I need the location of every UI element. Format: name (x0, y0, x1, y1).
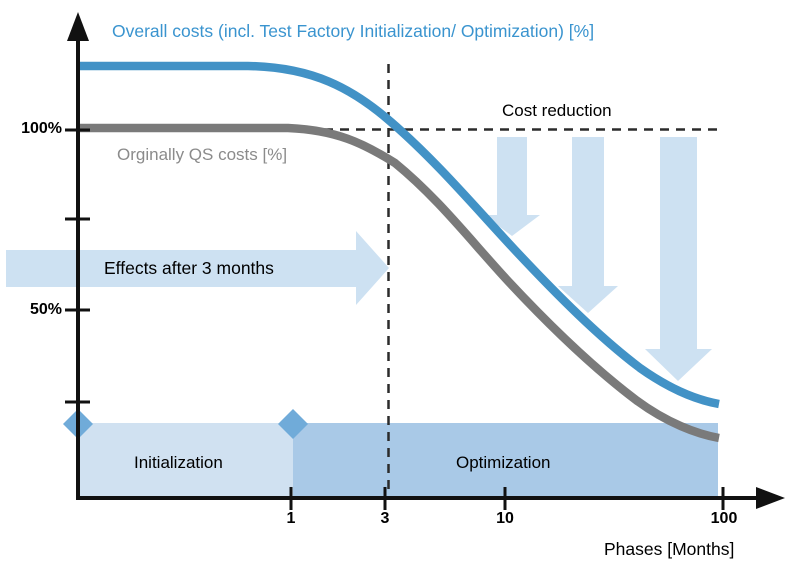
chart-title: Overall costs (incl. Test Factory Initia… (112, 21, 595, 41)
x-tick-label-3: 3 (380, 510, 390, 527)
effects-arrow (6, 231, 389, 305)
y-tick-label-100: 100% (21, 120, 62, 137)
milestone-diamond-month1 (278, 409, 308, 439)
optimization-band (293, 423, 718, 496)
x-axis-arrowhead-icon (756, 487, 785, 509)
x-tick-label-1: 1 (286, 510, 296, 527)
overall-costs-curve (78, 61, 720, 409)
qs-costs-curve-label: Orginally QS costs [%] (117, 145, 288, 164)
y-axis-arrowhead-icon (67, 12, 89, 41)
y-tick-label-50: 50% (29, 301, 62, 318)
cost-reduction-arrow-1-icon (484, 137, 540, 236)
optimization-band-label: Optimization (456, 453, 551, 472)
initialization-band (80, 423, 293, 496)
initialization-band-label: Initialization (134, 453, 223, 472)
cost-reduction-arrow-3-icon (645, 137, 712, 381)
effects-arrow-label: Effects after 3 months (104, 258, 274, 278)
x-tick-label-100: 100 (710, 510, 738, 527)
y-axis-ticks (65, 128, 90, 404)
x-tick-label-10: 10 (496, 510, 514, 527)
qs-costs-curve (78, 123, 720, 443)
x-axis-ticks (289, 487, 725, 510)
cost-reduction-label: Cost reduction (502, 101, 612, 120)
cost-reduction-arrow-2-icon (558, 137, 618, 313)
x-axis-title: Phases [Months] (604, 539, 735, 559)
